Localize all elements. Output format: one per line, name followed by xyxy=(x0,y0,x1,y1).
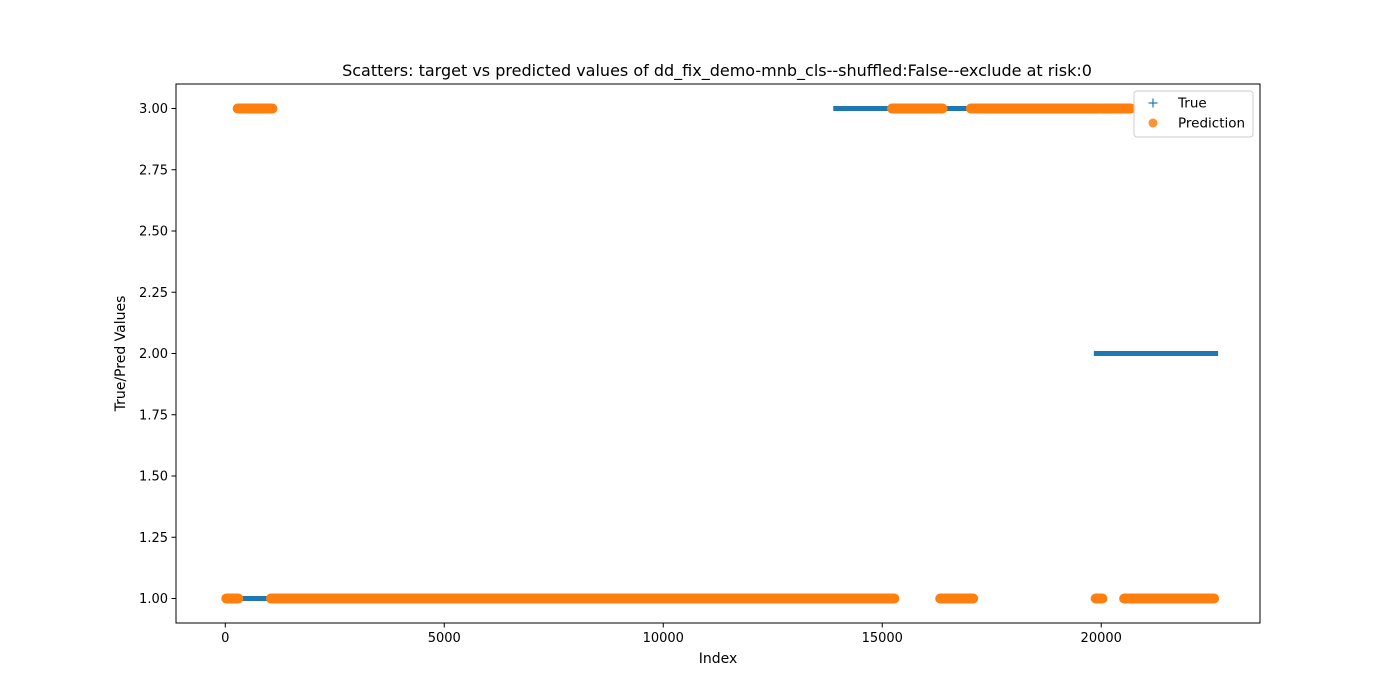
true-point-run xyxy=(1093,351,1219,356)
prediction-point-run xyxy=(1119,593,1220,604)
y-tick-label: 2.00 xyxy=(139,347,168,362)
prediction-point-run xyxy=(887,103,948,114)
prediction-point-run xyxy=(265,593,900,604)
x-axis-title: Index xyxy=(699,651,738,667)
prediction-point-run xyxy=(1090,593,1108,604)
legend-circle-marker xyxy=(1148,118,1158,128)
legend-box xyxy=(1133,90,1254,138)
prediction-point-run xyxy=(935,593,979,604)
prediction-point-run xyxy=(232,103,278,114)
y-axis: 1.00 1.25 1.50 1.75 2.00 2.25 2.50 2.75 3.00 xyxy=(139,102,176,607)
y-tick-label: 1.50 xyxy=(139,470,168,485)
x-tick-label: 10000 xyxy=(643,631,684,646)
prediction-point-run xyxy=(1095,103,1136,114)
prediction-point-run xyxy=(221,593,244,604)
y-tick-label: 1.25 xyxy=(139,531,168,546)
legend-label: Prediction xyxy=(1178,116,1245,132)
x-tick-label: 20000 xyxy=(1081,631,1122,646)
x-tick-label: 0 xyxy=(221,631,229,646)
prediction-point-run xyxy=(965,103,1104,114)
y-tick-label: 2.50 xyxy=(139,225,168,240)
y-tick-label: 2.75 xyxy=(139,163,168,178)
chart-title: Scatters: target vs predicted values of … xyxy=(342,61,1092,81)
y-tick-label: 1.75 xyxy=(139,408,168,423)
series-prediction xyxy=(221,103,1220,604)
legend-plus-marker xyxy=(1148,98,1158,108)
y-tick-label: 2.25 xyxy=(139,286,168,301)
series-true xyxy=(222,106,1219,601)
plot-area xyxy=(221,103,1220,604)
x-tick-label: 15000 xyxy=(862,631,903,646)
legend: True Prediction xyxy=(1133,90,1254,138)
x-axis: 0 5000 10000 15000 20000 xyxy=(221,623,1122,646)
y-axis-title: True/Pred Values xyxy=(113,296,129,413)
y-tick-label: 1.00 xyxy=(139,592,168,607)
legend-label: True xyxy=(1177,96,1207,112)
x-tick-label: 5000 xyxy=(428,631,461,646)
y-tick-label: 3.00 xyxy=(139,102,168,117)
